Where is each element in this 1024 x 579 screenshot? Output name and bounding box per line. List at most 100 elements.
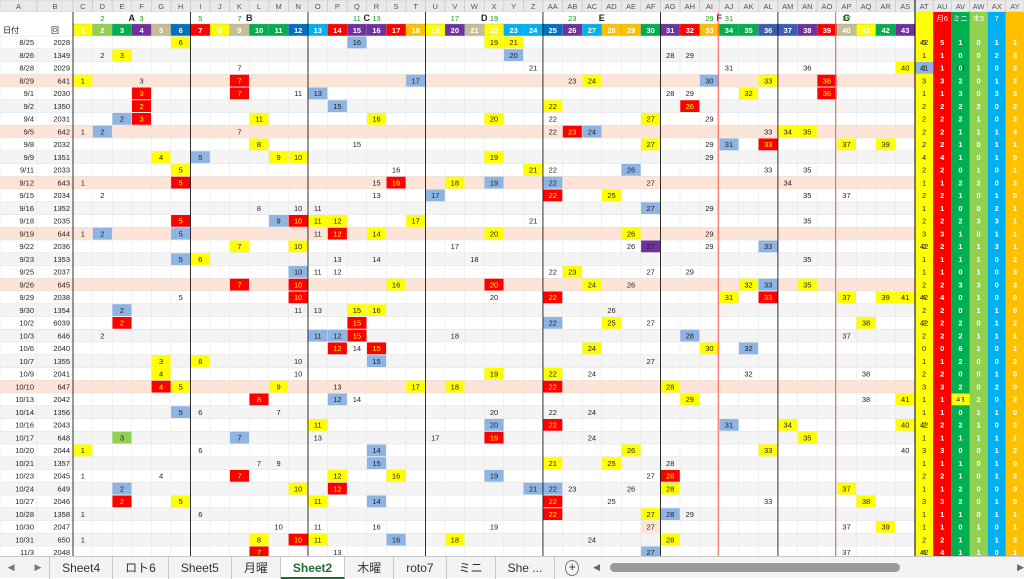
sheet-tab-7[interactable]: ミニ [447, 556, 496, 579]
num-cell-bg[interactable] [170, 36, 191, 49]
num-cell-bg[interactable] [601, 189, 622, 202]
num-cell-bg[interactable] [640, 202, 661, 214]
scrollbar-track[interactable] [606, 563, 1011, 572]
num-cell-bg[interactable] [582, 74, 602, 87]
num-cell-bg[interactable] [660, 508, 681, 520]
num-cell-bg[interactable] [542, 482, 563, 495]
num-cell-bg[interactable] [131, 87, 152, 100]
num-cell-bg[interactable] [680, 100, 700, 112]
num-cell-bg[interactable] [817, 74, 837, 87]
num-cell-bg[interactable] [112, 495, 132, 508]
num-cell-bg[interactable] [915, 546, 934, 557]
num-cell-bg[interactable] [582, 278, 602, 291]
sheet-tab-4[interactable]: Sheet2 [280, 556, 346, 579]
num-cell-bg[interactable] [895, 291, 915, 304]
num-cell-bg[interactable] [112, 304, 132, 316]
sheet-tab-8[interactable]: She ... [496, 556, 556, 579]
num-cell-bg[interactable] [73, 74, 93, 87]
num-cell-bg[interactable] [484, 227, 504, 240]
num-cell-bg[interactable] [170, 495, 191, 508]
num-cell-bg[interactable] [915, 36, 934, 49]
num-cell-bg[interactable] [542, 176, 563, 189]
num-cell-bg[interactable] [445, 380, 465, 393]
num-cell-bg[interactable] [170, 176, 191, 189]
num-cell-bg[interactable] [758, 291, 778, 304]
num-cell-bg[interactable] [915, 62, 934, 74]
num-cell-bg[interactable] [327, 482, 348, 495]
num-cell-bg[interactable] [327, 100, 348, 112]
num-cell-bg[interactable] [836, 482, 857, 495]
num-cell-bg[interactable] [582, 342, 602, 355]
num-cell-bg[interactable] [484, 278, 504, 291]
num-cell-bg[interactable] [445, 533, 465, 546]
num-cell-bg[interactable] [542, 419, 563, 431]
num-cell-bg[interactable] [915, 419, 934, 431]
num-cell-bg[interactable] [640, 546, 661, 557]
num-cell-bg[interactable] [640, 521, 661, 533]
num-cell-bg[interactable] [131, 113, 152, 125]
add-sheet-button[interactable]: + [565, 559, 580, 576]
num-cell-bg[interactable] [170, 164, 191, 176]
num-cell-bg[interactable] [307, 533, 328, 546]
num-cell-bg[interactable] [347, 329, 367, 342]
num-cell-bg[interactable] [640, 240, 661, 253]
num-cell-bg[interactable] [307, 87, 328, 100]
num-cell-bg[interactable] [307, 419, 328, 431]
num-cell-bg[interactable] [288, 240, 308, 253]
num-cell-bg[interactable] [856, 495, 876, 508]
num-cell-bg[interactable] [542, 291, 563, 304]
num-cell-bg[interactable] [542, 457, 563, 469]
num-cell-bg[interactable] [249, 113, 269, 125]
num-cell-bg[interactable] [366, 227, 387, 240]
num-cell-bg[interactable] [170, 406, 191, 418]
num-cell-bg[interactable] [386, 533, 406, 546]
num-cell-bg[interactable] [268, 215, 289, 227]
num-cell-bg[interactable] [542, 495, 563, 508]
num-cell-bg[interactable] [288, 533, 308, 546]
num-cell-bg[interactable] [347, 36, 367, 49]
horizontal-scrollbar[interactable]: ◀ ▶ [593, 562, 1024, 573]
num-cell-bg[interactable] [484, 36, 504, 49]
num-cell-bg[interactable] [777, 419, 798, 431]
num-cell-bg[interactable] [327, 329, 348, 342]
num-cell-bg[interactable] [542, 317, 563, 329]
num-cell-bg[interactable] [151, 151, 171, 163]
num-cell-bg[interactable] [405, 74, 426, 87]
num-cell-bg[interactable] [680, 329, 700, 342]
spreadsheet-grid[interactable]: A B C D E F G H I J K L M N O P Q R S T U V W X Y Z AA AB AC AD AE AF AG… [0, 0, 1024, 556]
num-cell-bg[interactable] [484, 368, 504, 380]
num-cell-bg[interactable] [288, 278, 308, 291]
num-cell-bg[interactable] [229, 431, 250, 444]
num-cell-bg[interactable] [327, 470, 348, 482]
num-cell-bg[interactable] [875, 521, 896, 533]
num-cell-bg[interactable] [366, 113, 387, 125]
num-cell-bg[interactable] [327, 215, 348, 227]
num-cell-bg[interactable] [895, 419, 915, 431]
num-cell-bg[interactable] [170, 380, 191, 393]
num-cell-bg[interactable] [738, 87, 759, 100]
num-cell-bg[interactable] [366, 304, 387, 316]
num-cell-bg[interactable] [758, 240, 778, 253]
num-cell-bg[interactable] [660, 533, 681, 546]
num-cell-bg[interactable] [484, 470, 504, 482]
num-cell-bg[interactable] [542, 368, 563, 380]
num-cell-bg[interactable] [817, 87, 837, 100]
sheet-tab-6[interactable]: roto7 [394, 556, 447, 579]
tab-scroll-nav[interactable]: ◀ ▶ [0, 562, 49, 573]
num-cell-bg[interactable] [758, 138, 778, 151]
num-cell-bg[interactable] [229, 278, 250, 291]
num-cell-bg[interactable] [170, 227, 191, 240]
num-cell-bg[interactable] [621, 227, 641, 240]
num-cell-bg[interactable] [190, 151, 211, 163]
num-cell-bg[interactable] [484, 176, 504, 189]
num-cell-bg[interactable] [640, 508, 661, 520]
sheet-tab-1[interactable]: ロト6 [113, 556, 169, 579]
num-cell-bg[interactable] [112, 49, 132, 61]
num-cell-bg[interactable] [405, 380, 426, 393]
num-cell-bg[interactable] [699, 342, 720, 355]
sheet-tab-0[interactable]: Sheet4 [49, 556, 114, 579]
num-cell-bg[interactable] [151, 380, 171, 393]
num-cell-bg[interactable] [797, 125, 818, 138]
num-cell-bg[interactable] [542, 380, 563, 393]
num-cell-bg[interactable] [249, 546, 269, 557]
